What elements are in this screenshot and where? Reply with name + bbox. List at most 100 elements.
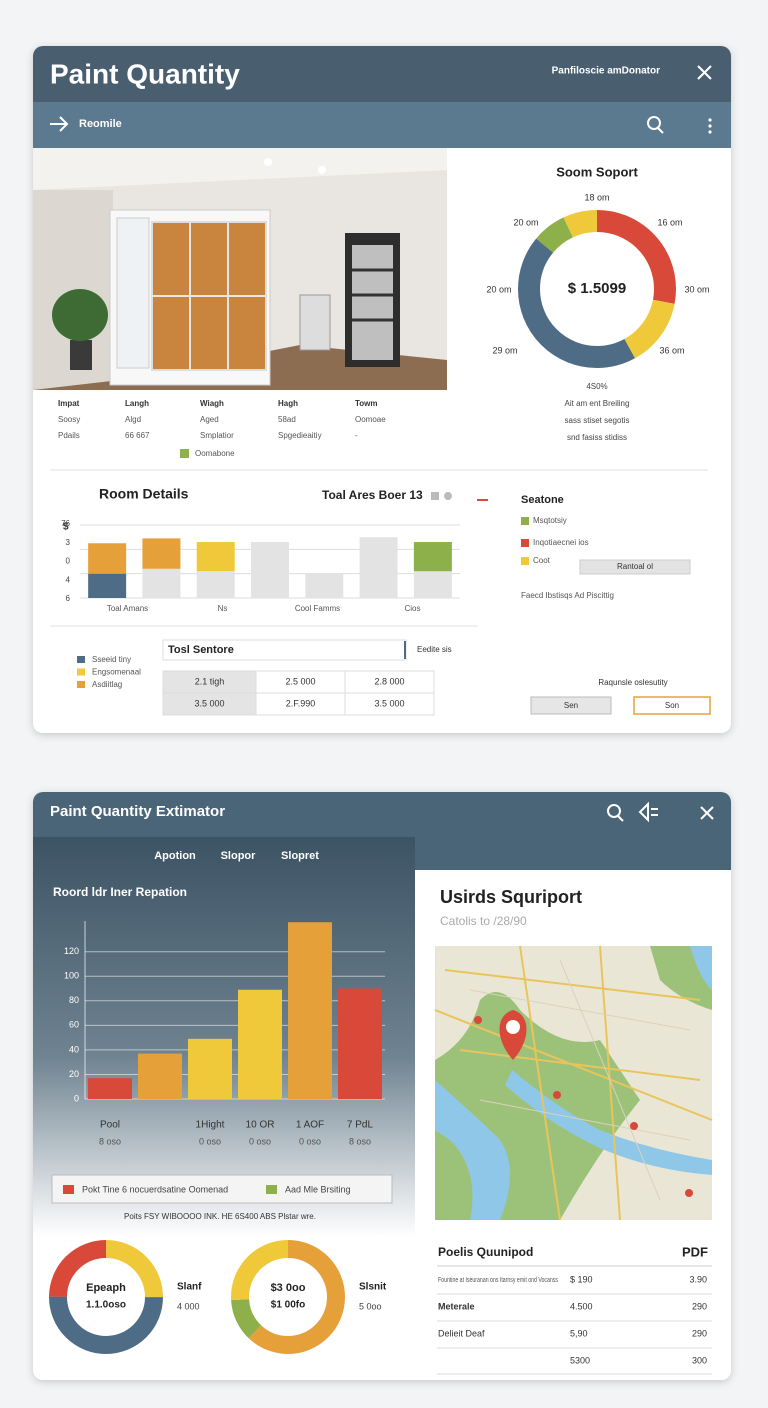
row-label: Fountine at Iseuranan ons Itarnsy emit o… [438, 1277, 558, 1284]
bar-segment [251, 542, 289, 598]
app-title: Paint Quantity [50, 58, 240, 89]
row-value: 300 [692, 1355, 707, 1365]
bar [138, 1053, 182, 1099]
chart-title: Roord ldr Iner Repation [53, 885, 187, 899]
button-label[interactable]: Sen [564, 701, 578, 710]
donut-label: 36 om [659, 345, 684, 355]
x-tick-label: 7 PdL [347, 1120, 374, 1131]
close-icon[interactable] [697, 65, 712, 80]
legend-swatch [521, 557, 529, 565]
side-title: Seatone [521, 494, 564, 506]
x-sub-label: 0 oso [199, 1136, 221, 1146]
x-sub-label: 8 oso [349, 1136, 371, 1146]
bar [238, 989, 282, 1099]
y-tick-label: 60 [69, 1020, 79, 1030]
y-axis-label: 3 [66, 538, 71, 547]
table-cell: Soosy [58, 415, 80, 424]
back-icon[interactable] [638, 801, 658, 823]
legend-swatch [63, 1185, 74, 1194]
legend-swatch [77, 656, 85, 663]
tab[interactable]: Slopret [281, 850, 319, 862]
room-photo [33, 148, 447, 390]
donut-note: Ait am ent Breiling [565, 399, 630, 408]
column-header: Towm [355, 399, 378, 408]
donut-segment [518, 210, 676, 368]
input-value[interactable]: Tosl Sentore [168, 644, 234, 656]
report-title: Usirds Squriport [440, 887, 582, 907]
donut-label: 29 om [492, 345, 517, 355]
bar-segment [142, 568, 181, 598]
legend-label: Sseeid tiny [92, 655, 131, 664]
x-sub-label: 0 oso [299, 1136, 321, 1146]
donut-segment [231, 1240, 345, 1354]
search-icon[interactable] [647, 116, 664, 134]
report-subtitle: Catolis to /28/90 [440, 914, 527, 928]
donut-segment [49, 1240, 163, 1354]
bar-segment [413, 542, 452, 572]
row-value: 290 [692, 1301, 707, 1311]
y-tick-label: 100 [64, 971, 79, 981]
row-value: 3.90 [689, 1274, 707, 1284]
row-label: Delieit Deaf [438, 1328, 485, 1338]
y-axis-label: 0 [66, 557, 71, 566]
bar-segment [413, 571, 452, 598]
table-title: Poelis Quunipod [438, 1245, 533, 1259]
bar [188, 1038, 232, 1099]
table-cell-bg [344, 692, 435, 716]
back-arrow[interactable] [50, 116, 69, 132]
close-icon[interactable] [700, 806, 714, 820]
x-tick-label: Cios [404, 604, 420, 613]
donut-note: snd fasiss stidiss [567, 433, 627, 442]
donut-sub: 5 0oo [359, 1301, 382, 1311]
donut-label: Slsnit [359, 1282, 387, 1293]
x-tick-label: 1Hight [196, 1120, 225, 1131]
button[interactable] [579, 559, 691, 575]
column-header: Wiagh [200, 399, 224, 408]
button-label[interactable]: Son [665, 701, 679, 710]
y-tick-label: 120 [64, 946, 79, 956]
tab[interactable]: Apotion [154, 850, 196, 862]
y-axis-label: 4 [66, 575, 71, 584]
row-value: $ 190 [570, 1274, 593, 1284]
x-tick-label: Pool [100, 1120, 120, 1131]
icon [431, 492, 439, 500]
card-1 [33, 46, 731, 627]
legend-swatch [521, 539, 529, 547]
button-label[interactable]: Rantoal ol [617, 562, 653, 571]
app-title: Paint Quantity Extimator [50, 803, 225, 820]
toolbar [33, 102, 731, 148]
table-cell: Spgedieaitiy [278, 431, 322, 440]
search-icon[interactable] [607, 804, 624, 822]
toolbar-label: Reomile [79, 118, 122, 130]
menu-icon[interactable] [708, 118, 712, 134]
table-cell: 3.5 000 [194, 698, 224, 708]
table-cell: - [355, 431, 358, 440]
table-cell: Algd [125, 415, 141, 424]
button[interactable] [530, 696, 612, 715]
table-cell: 2.5 000 [285, 676, 315, 686]
table-cell: 2.1 tigh [195, 676, 225, 686]
header-link[interactable]: Panfiloscie amDonator [552, 66, 660, 77]
button[interactable] [633, 696, 711, 715]
x-tick-label: 1 AOF [296, 1120, 324, 1131]
bar-segment [142, 538, 181, 569]
y-tick-label: 40 [69, 1044, 79, 1054]
legend-label: Oomabone [195, 449, 235, 458]
donut-note: 4S0% [586, 382, 607, 391]
panel-band [415, 837, 731, 870]
legend-label: Aad Mle Brsiting [285, 1184, 351, 1194]
pdf-action[interactable]: PDF [682, 1244, 708, 1259]
icon [444, 492, 452, 500]
tab[interactable]: Slopor [221, 850, 257, 862]
row-value: 4.500 [570, 1301, 593, 1311]
legend-label: Asdiitlag [92, 680, 122, 689]
donut-label: 20 om [513, 217, 538, 227]
axis-symbol: $ [63, 522, 69, 533]
legend-label: Coot [533, 556, 551, 565]
table-cell: Smplatior [200, 431, 234, 440]
y-axis-label: 6 [66, 594, 71, 603]
x-tick-label: Cool Famms [295, 604, 340, 613]
bar [88, 1078, 132, 1099]
donut-label: Slanf [177, 1282, 202, 1293]
